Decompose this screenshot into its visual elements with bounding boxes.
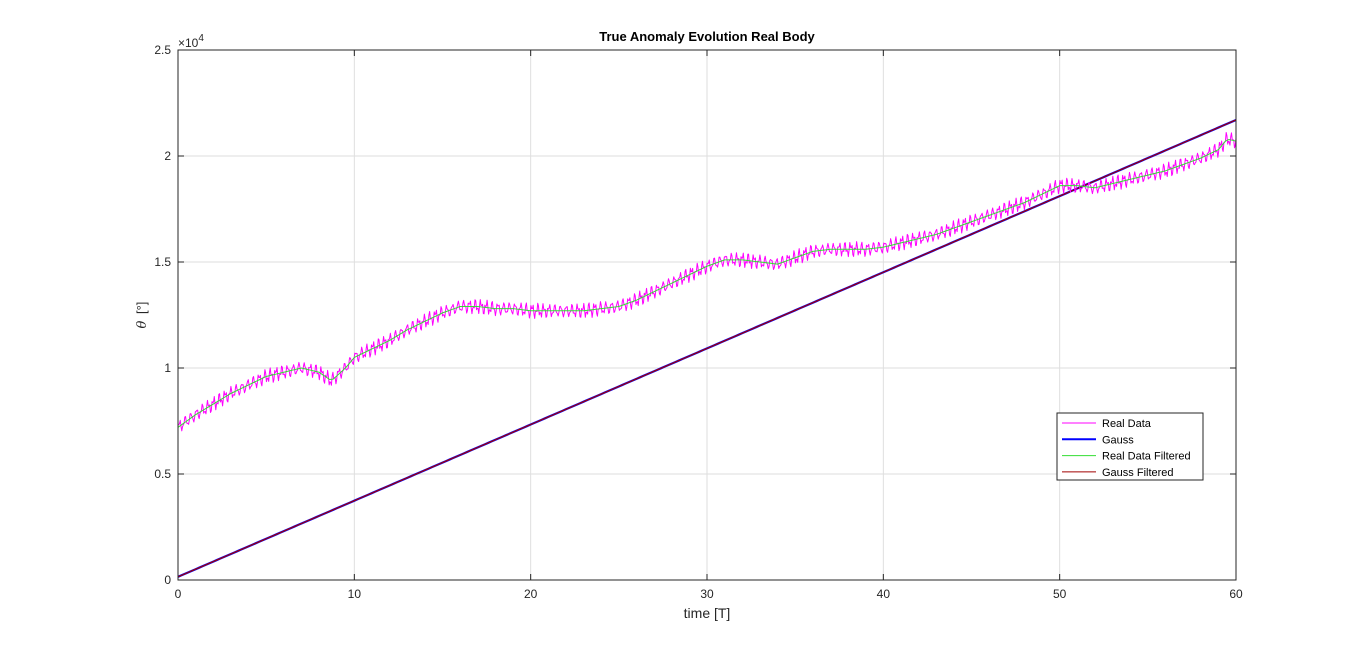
y-tick-label: 0 (164, 573, 171, 587)
x-tick-label: 40 (877, 587, 891, 601)
legend-label-gauss-filtered: Gauss Filtered (1102, 467, 1174, 479)
y-tick-label: 1.5 (154, 255, 171, 269)
x-tick-label: 50 (1053, 587, 1067, 601)
legend: Real Data Gauss Real Data Filtered Gauss Fi… (1056, 412, 1204, 481)
series-line-real-data-filtered (177, 138, 1237, 428)
x-ticks: 0 10 20 30 40 50 60 (175, 50, 1243, 601)
y-exponent-power: 4 (198, 33, 204, 44)
y-axis-symbol: θ (135, 320, 150, 328)
x-tick-label: 30 (700, 587, 714, 601)
y-tick-label: 2 (164, 149, 171, 163)
y-axis-unit: [°] (134, 302, 149, 314)
chart-title: True Anomaly Evolution Real Body (599, 29, 815, 44)
x-tick-label: 20 (524, 587, 538, 601)
x-axis-label: time [T] (684, 605, 731, 621)
series-layer (177, 118, 1237, 578)
x-tick-label: 0 (175, 587, 182, 601)
y-ticks: 0 0.5 1 1.5 2 2.5 (154, 43, 1236, 587)
legend-label-real-data: Real Data (1102, 418, 1152, 430)
x-tick-label: 60 (1229, 587, 1243, 601)
y-exponent-base: ×10 (178, 36, 199, 50)
legend-entries: Real Data Gauss Real Data Filtered Gauss Fi… (1062, 418, 1191, 479)
y-tick-label: 1 (164, 361, 171, 375)
y-tick-label: 0.5 (154, 467, 171, 481)
series-line-gauss-filtered (177, 119, 1237, 578)
legend-label-real-data-filtered: Real Data Filtered (1102, 451, 1191, 463)
legend-box (1056, 412, 1204, 481)
y-exponent: ×104 (178, 33, 204, 50)
legend-label-gauss: Gauss (1102, 434, 1134, 446)
y-axis-label: θ [°] (134, 302, 150, 329)
y-tick-label: 2.5 (154, 43, 171, 57)
x-tick-label: 10 (348, 587, 362, 601)
series-line-real-data (177, 132, 1237, 432)
